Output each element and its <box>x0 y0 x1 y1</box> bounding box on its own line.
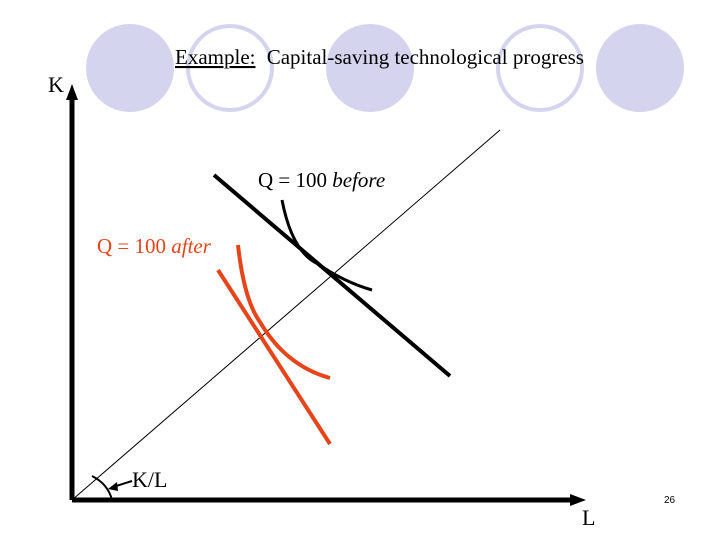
before-label-main: Q = 100 <box>258 168 332 192</box>
title-prefix: Example: <box>175 45 255 69</box>
ray-label-arrowhead <box>108 482 118 491</box>
title-gap <box>255 45 260 69</box>
before-label-qualifier: before <box>332 168 385 192</box>
l-axis-label: L <box>582 505 595 530</box>
capital-labor-ray <box>71 129 501 501</box>
decor-circle-filled-2 <box>326 24 414 112</box>
title-rest: Capital-saving technological progress <box>267 45 584 69</box>
decor-circle-filled-1 <box>86 24 174 112</box>
isocost-line-after <box>216 268 332 446</box>
isoquant-before-label: Q = 100 before <box>258 168 385 192</box>
k-axis-label: K <box>48 72 64 97</box>
slide-title: Example: Capital-saving technological pr… <box>175 45 584 69</box>
decor-circle-filled-3 <box>596 24 684 112</box>
decorative-circles <box>86 24 684 112</box>
after-label-qualifier: after <box>171 234 211 258</box>
isocost-line-before <box>212 173 452 378</box>
isoquant-after <box>236 244 331 380</box>
l-axis-arrowhead <box>570 494 586 506</box>
page-number: 26 <box>664 495 676 506</box>
isoquant-after-label: Q = 100 after <box>97 234 212 258</box>
decor-circle-outline-1 <box>186 24 274 112</box>
ray-label: K/L <box>132 467 167 492</box>
ray-angle-arc <box>91 475 113 501</box>
after-label-main: Q = 100 <box>97 234 171 258</box>
decor-circle-outline-2 <box>496 24 584 112</box>
isoquant-before <box>280 199 373 292</box>
k-axis-arrowhead <box>66 84 78 100</box>
